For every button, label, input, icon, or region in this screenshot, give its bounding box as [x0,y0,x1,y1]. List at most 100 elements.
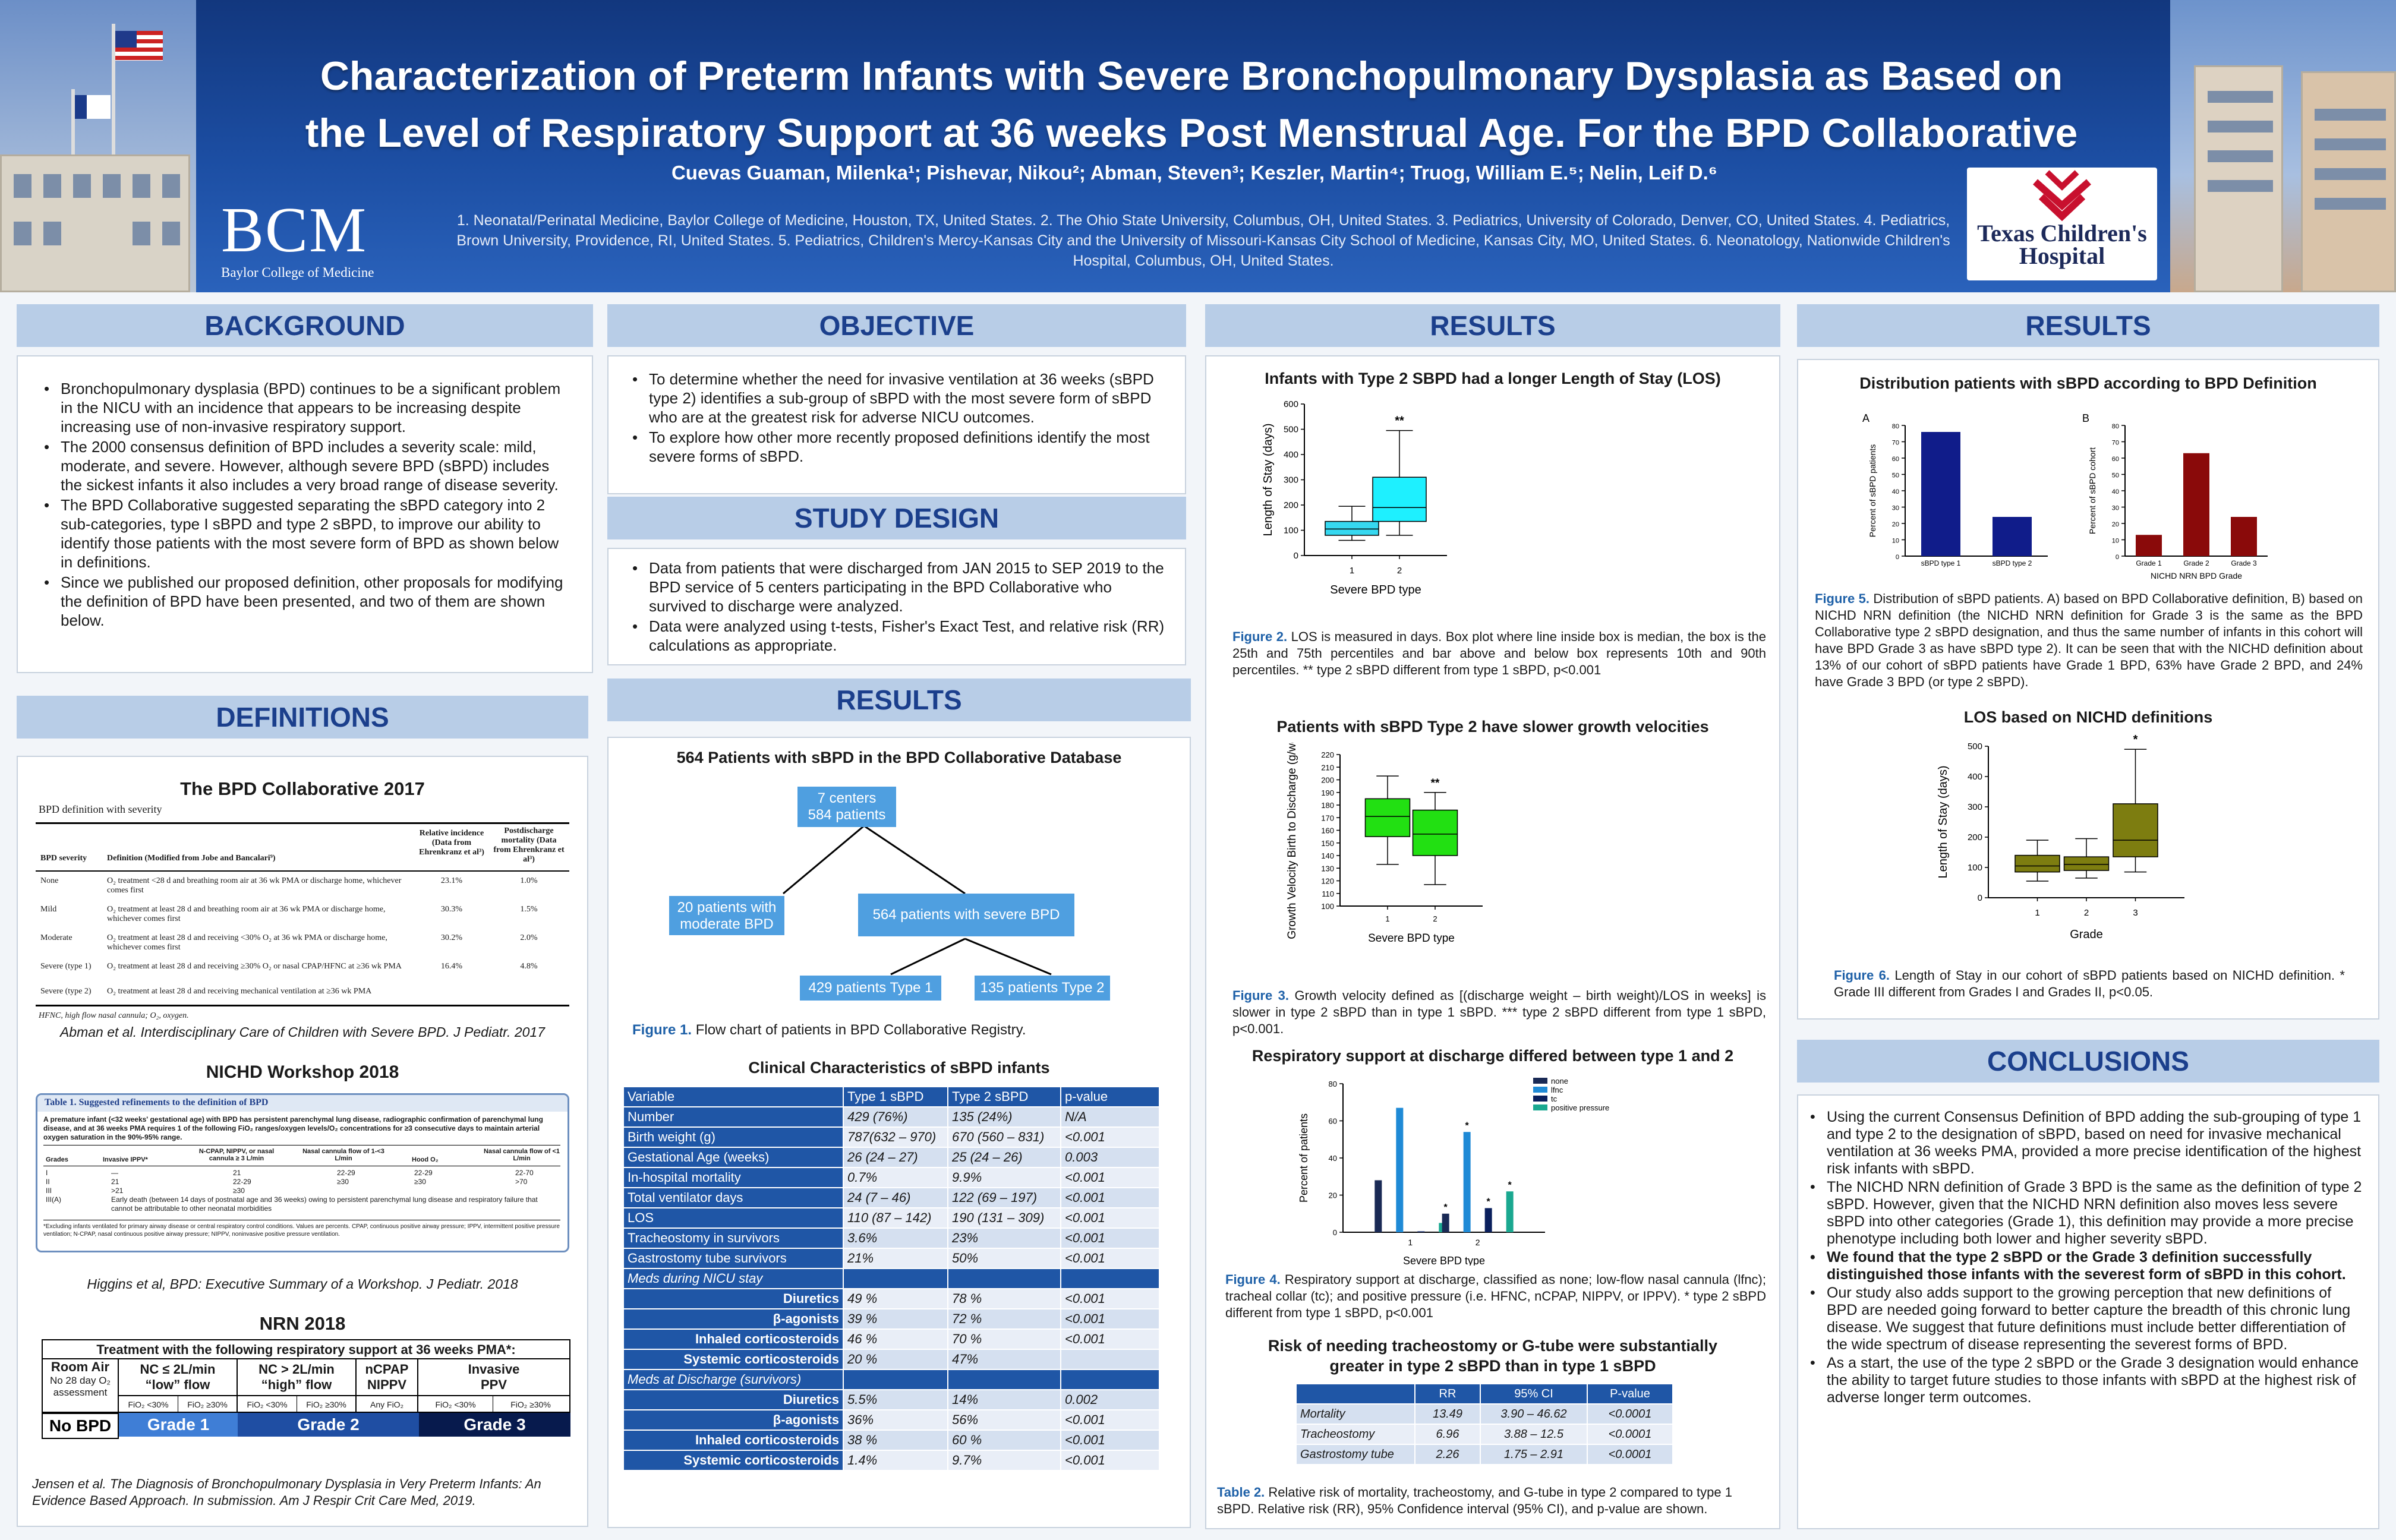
table-cell: 3.90 – 46.62 [1480,1403,1588,1425]
figure-caption-text: Distribution of sBPD patients. A) based … [1815,591,2363,689]
figure-label: Figure 3. [1232,988,1290,1003]
table-cell: FiO₂ <30% [119,1396,178,1413]
affiliations: 1. Neonatal/Perinatal Medicine, Baylor C… [456,212,1950,269]
y-tick-label: 300 [1284,475,1298,485]
collab-reference: Abman et al. Interdisciplinary Care of C… [59,1024,546,1040]
legend-label: positive pressure [1551,1103,1609,1112]
table-row: Gestational Age (weeks) 26 (24 – 27) 25 (2… [623,1147,1160,1168]
clinical-table-title: Clinical Characteristics of sBPD infants [748,1059,1050,1077]
table-cell: 3.88 – 12.5 [1480,1424,1588,1445]
significance-marker: * [1487,1197,1491,1207]
table-cell: Gestational Age (weeks) [623,1147,844,1168]
x-tick-label: sBPD type 2 [1993,559,2032,567]
grade-3: Grade 3 [419,1413,570,1437]
list-item: Using the current Consensus Definition o… [1804,1109,2364,1178]
table-header-cell: Nasal cannula flow of 1-<3 L/min [302,1148,384,1162]
conclusions-heading: CONCLUSIONS [1797,1040,2379,1083]
nichd-footnote: *Excluding infants ventilated for primar… [43,1220,560,1238]
us-flag-icon [115,31,163,61]
table-cell: 23.1% [440,876,463,885]
y-tick-label: 100 [1321,902,1334,911]
significance-marker: ** [1395,415,1404,428]
table-cell: 23% [947,1227,1061,1249]
building [2301,71,2396,292]
figure-label: Figure 5. [1815,591,1869,606]
grade-1: Grade 1 [119,1413,238,1437]
table-cell: <0.001 [1060,1207,1160,1229]
y-tick-label: 40 [1892,488,1899,496]
table-cell: FiO₂ ≥30% [510,1400,551,1409]
table2-caption: Table 2. Relative risk of mortality, tra… [1217,1484,1771,1517]
table-cell: Tracheostomy in survivors [623,1227,844,1249]
tch-logo-text: Texas Children's Hospital [1977,220,2147,269]
table-cell: 787(632 – 970) [843,1126,948,1148]
y-tick-label: 0 [1896,554,1899,561]
table-header-cell: RR [1414,1383,1481,1405]
nichd-reference: Higgins et al, BPD: Executive Summary of… [87,1276,518,1292]
flow-node-moderate: 20 patients with moderate BPD [669,896,784,935]
grade-2: Grade 2 [238,1413,419,1437]
table-header-cell: Invasive IPPV* [103,1156,148,1163]
table-cell: 2.0% [520,933,538,942]
table-cell: 9.9% [947,1167,1061,1188]
table-cell: 4.8% [520,962,538,971]
x-tick-label: 2 [1476,1238,1480,1247]
table-cell: 5.5% [843,1389,948,1410]
table-cell: 38 % [843,1429,948,1451]
y-tick-label: 100 [1968,863,1982,873]
table-cell: FiO₂ <30% [418,1396,493,1413]
collab-title: The BPD Collaborative 2017 [180,778,425,799]
x-tick-label: 1 [2035,908,2039,918]
x-axis-label: Severe BPD type [1330,583,1421,597]
poster-title-line1: Characterization of Preterm Infants with… [320,53,2063,99]
table-cell: <0.001 [1060,1328,1160,1350]
table-caption-text: Relative risk of mortality, tracheostomy… [1217,1485,1732,1516]
table-header-cell: BPD severity [40,854,87,863]
poster-header: Characterization of Preterm Infants with… [0,0,2396,292]
legend-label: none [1551,1077,1568,1085]
table-header-cell: Nasal cannula flow of <1 L/min [483,1148,560,1162]
table-cell: 110 (87 – 142) [843,1207,948,1229]
box [1364,798,1411,837]
table-cell: >70 [515,1178,528,1186]
table-cell: 190 (131 – 309) [947,1207,1061,1229]
table-cell: O₂ treatment at least 28 d and receiving… [107,987,372,996]
table-row: Tracheostomy 6.96 3.88 – 12.5 <0.0001 [1295,1424,1673,1445]
table-cell: Total ventilator days [623,1187,844,1208]
table-cell: <0.001 [1060,1126,1160,1148]
table-header-cell: Invasive PPV [468,1362,520,1392]
flagpole [71,89,75,208]
table-row: III(A) Early death (between 14 days of po… [46,1195,560,1214]
table-cell: 30.3% [440,905,463,914]
nichd-intro: A premature infant (<32 weeks' gestation… [43,1115,543,1141]
nrn-table-title: Treatment with the following respiratory… [43,1340,569,1359]
table-cell: Severe (type 1) [40,962,92,971]
table-cell: <0.0001 [1587,1444,1673,1465]
y-tick-label: 60 [2112,456,2119,463]
table-cell: <0.0001 [1587,1403,1673,1425]
y-tick-label: 20 [1329,1191,1337,1200]
x-tick-label: 1 [1350,566,1354,576]
bar [2183,453,2209,556]
table-cell: 25 (24 – 26) [947,1147,1061,1168]
x-tick-label: Grade 2 [2183,559,2209,567]
table-row: β-agonists 36% 56% <0.001 [623,1409,1160,1431]
y-tick-label: 30 [1892,505,1899,512]
table-cell: Systemic corticosteroids [623,1450,844,1471]
y-tick-label: 120 [1321,877,1334,886]
table-cell: 16.4% [440,962,463,971]
table-cell: 0.003 [1060,1147,1160,1168]
x-tick-label: 1 [1385,914,1389,923]
list-item: Data from patients that were discharged … [626,558,1168,616]
fig4-title: Respiratory support at discharge differe… [1251,1047,1734,1065]
y-tick-label: 100 [1284,526,1298,536]
collab-definition-table: BPD severity Definition (Modified from J… [36,822,569,1006]
y-tick-label: 220 [1321,750,1334,759]
table-cell: 72 % [947,1308,1061,1330]
table-header-cell: Grades [46,1156,68,1163]
table-cell: 22-29 [414,1169,433,1177]
bar [1442,1213,1449,1232]
table-cell [1060,1268,1160,1289]
x-axis-label: Severe BPD type [1368,932,1455,945]
results-box-3: Distribution patients with sBPD accordin… [1797,359,2379,1020]
